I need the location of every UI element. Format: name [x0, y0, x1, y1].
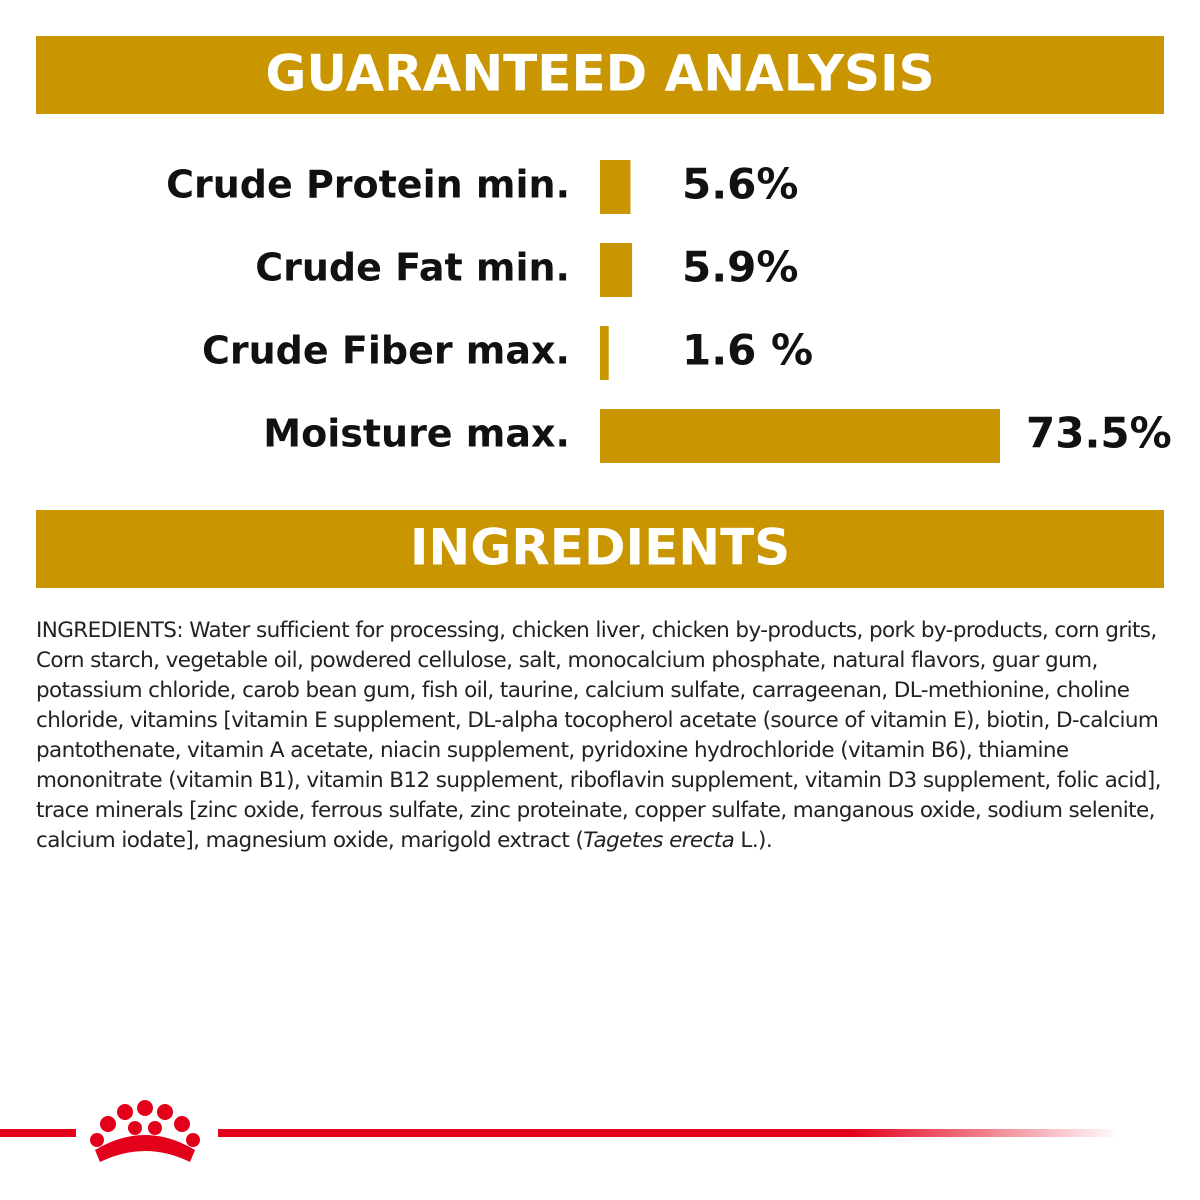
- text: L.).: [734, 828, 773, 853]
- bar: [600, 326, 609, 380]
- category-label: Crude Fiber max.: [202, 329, 570, 373]
- bar: [600, 160, 631, 214]
- bar: [600, 243, 633, 297]
- bar: [600, 409, 1000, 463]
- value-label: 73.5%: [1026, 409, 1172, 458]
- chart-title: GUARANTEED ANALYSIS: [265, 45, 934, 103]
- header-band: [36, 36, 1164, 114]
- category-label: Crude Fat min.: [255, 246, 570, 290]
- category-label: Crude Protein min.: [166, 163, 570, 207]
- value-label: 1.6 %: [682, 326, 813, 375]
- logo: [0, 1100, 1120, 1162]
- value-label: 5.6%: [682, 160, 798, 209]
- italic-text: Tagetes erecta: [583, 828, 735, 853]
- header-band: [36, 510, 1164, 588]
- text: INGREDIENTS: Water sufficient for proces…: [36, 618, 1161, 853]
- category-label: Moisture max.: [263, 412, 570, 456]
- ingredients-text: INGREDIENTS: Water sufficient for proces…: [36, 616, 1171, 856]
- value-label: 5.9%: [682, 243, 798, 292]
- section-title: INGREDIENTS: [410, 519, 790, 577]
